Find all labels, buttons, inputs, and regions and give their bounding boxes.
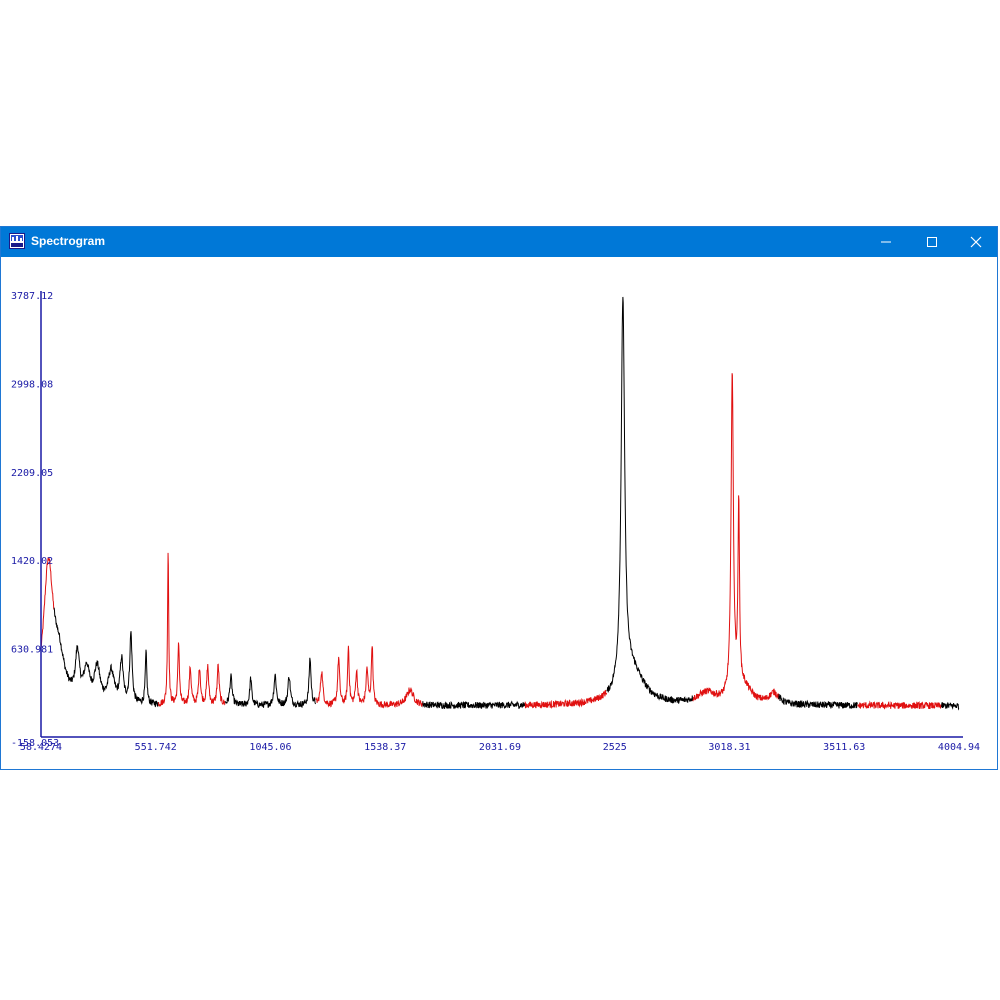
x-tick-label: 3018.31: [708, 742, 750, 753]
y-tick-label: 1420.02: [11, 556, 53, 567]
spectrum-segment-2: [158, 552, 226, 708]
spectrum-segment-6: [524, 689, 608, 710]
spectrum-segment-1: [53, 607, 159, 708]
series-layer: [40, 296, 960, 711]
spectrum-segment-4: [315, 645, 424, 709]
x-tick-label: 2031.69: [479, 742, 521, 753]
x-tick-label: 58.4274: [20, 742, 62, 753]
y-tick-label: 2998.08: [11, 379, 53, 390]
spectrogram-app-icon: [9, 233, 25, 249]
spectrum-segment-8: [692, 373, 780, 702]
maximize-button[interactable]: [909, 227, 955, 257]
x-tick-label: 1538.37: [364, 742, 406, 753]
minimize-icon: [881, 241, 891, 243]
minimize-button[interactable]: [863, 227, 909, 257]
x-tick-label: 4004.94: [938, 742, 980, 753]
x-tick-label: 1045.06: [249, 742, 291, 753]
y-tick-label: -158.053: [11, 738, 59, 749]
ticks-layer: 58.4274 551.742 1045.06 1538.37 2031.69 2525 3…: [11, 291, 980, 753]
spectrum-segment-9: [778, 694, 858, 710]
title-bar[interactable]: Spectrogram: [1, 227, 997, 257]
spectrum-segment-7: [606, 296, 694, 704]
spectrum-segment-5: [422, 700, 526, 710]
spectrogram-chart[interactable]: 58.4274 551.742 1045.06 1538.37 2031.69 2525 3…: [1, 257, 997, 769]
spectrum-segment-11: [941, 702, 960, 711]
spectrum-segment-0: [40, 557, 55, 648]
x-tick-label: 551.742: [135, 742, 177, 753]
y-tick-label: 2209.05: [11, 468, 53, 479]
y-tick-label: 3787.12: [11, 291, 53, 302]
axes-layer: [40, 291, 963, 738]
close-button[interactable]: [953, 227, 999, 257]
maximize-icon: [927, 237, 937, 247]
close-icon: [970, 236, 982, 248]
spectrum-segment-10: [857, 700, 942, 710]
x-tick-label: 2525: [603, 742, 627, 753]
spectrogram-plot-area[interactable]: 58.4274 551.742 1045.06 1538.37 2031.69 2525 3…: [1, 257, 997, 769]
spectrogram-window: Spectrogram 58.4274 551.742 1045.06 1538.37…: [0, 226, 998, 770]
window-title: Spectrogram: [31, 234, 106, 248]
spectrum-segment-3: [224, 657, 317, 709]
x-tick-label: 3511.63: [823, 742, 865, 753]
y-tick-label: 630.981: [11, 645, 53, 656]
